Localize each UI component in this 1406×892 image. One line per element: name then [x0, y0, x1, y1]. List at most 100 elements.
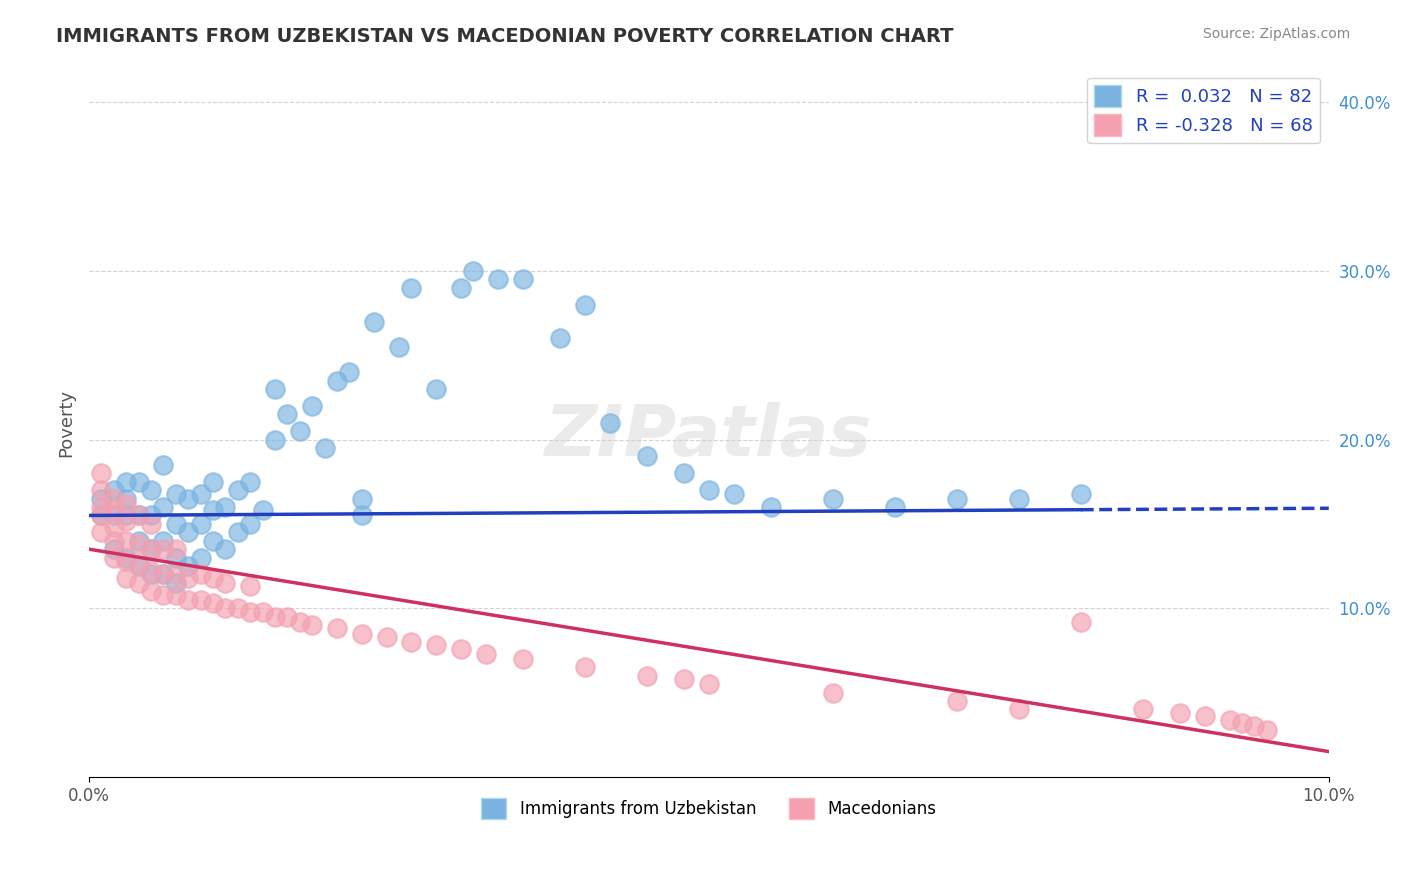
Point	[190, 516, 212, 531]
Point	[264, 609, 287, 624]
Point	[512, 272, 534, 286]
Point	[165, 550, 187, 565]
Point	[475, 647, 498, 661]
Point	[1070, 615, 1092, 629]
Point	[115, 550, 138, 565]
Point	[276, 609, 298, 624]
Point	[115, 533, 138, 548]
Point	[214, 500, 236, 514]
Point	[301, 399, 323, 413]
Point	[1132, 702, 1154, 716]
Point	[288, 615, 311, 629]
Point	[202, 503, 225, 517]
Point	[139, 542, 162, 557]
Point	[1168, 706, 1191, 720]
Point	[90, 525, 112, 540]
Point	[450, 641, 472, 656]
Point	[139, 567, 162, 582]
Point	[463, 264, 485, 278]
Point	[673, 467, 696, 481]
Point	[239, 579, 262, 593]
Point	[115, 497, 138, 511]
Point	[264, 382, 287, 396]
Point	[115, 514, 138, 528]
Point	[512, 652, 534, 666]
Point	[128, 575, 150, 590]
Point	[214, 575, 236, 590]
Y-axis label: Poverty: Poverty	[58, 389, 75, 457]
Point	[673, 672, 696, 686]
Point	[821, 491, 844, 506]
Point	[177, 491, 200, 506]
Point	[636, 450, 658, 464]
Point	[177, 559, 200, 574]
Point	[190, 486, 212, 500]
Point	[165, 542, 187, 557]
Point	[239, 516, 262, 531]
Point	[139, 508, 162, 523]
Point	[226, 525, 249, 540]
Point	[326, 374, 349, 388]
Point	[350, 626, 373, 640]
Point	[1256, 723, 1278, 737]
Point	[1219, 713, 1241, 727]
Text: Source: ZipAtlas.com: Source: ZipAtlas.com	[1202, 27, 1350, 41]
Point	[190, 567, 212, 582]
Point	[697, 483, 720, 498]
Point	[139, 516, 162, 531]
Point	[152, 458, 174, 472]
Point	[548, 331, 571, 345]
Point	[821, 685, 844, 699]
Point	[450, 281, 472, 295]
Point	[128, 475, 150, 489]
Point	[375, 630, 398, 644]
Point	[388, 340, 411, 354]
Point	[90, 483, 112, 498]
Point	[165, 486, 187, 500]
Point	[90, 491, 112, 506]
Point	[139, 542, 162, 557]
Point	[103, 542, 125, 557]
Point	[1008, 702, 1031, 716]
Point	[314, 441, 336, 455]
Point	[574, 298, 596, 312]
Point	[301, 618, 323, 632]
Point	[139, 483, 162, 498]
Point	[288, 424, 311, 438]
Point	[574, 660, 596, 674]
Point	[883, 500, 905, 514]
Point	[103, 533, 125, 548]
Point	[115, 475, 138, 489]
Point	[90, 508, 112, 523]
Point	[339, 365, 361, 379]
Legend: Immigrants from Uzbekistan, Macedonians: Immigrants from Uzbekistan, Macedonians	[474, 791, 943, 825]
Point	[425, 382, 447, 396]
Point	[139, 564, 162, 578]
Point	[165, 567, 187, 582]
Point	[103, 508, 125, 523]
Point	[128, 537, 150, 551]
Point	[165, 588, 187, 602]
Point	[401, 281, 423, 295]
Point	[252, 605, 274, 619]
Point	[103, 491, 125, 506]
Point	[759, 500, 782, 514]
Point	[128, 508, 150, 523]
Point	[425, 638, 447, 652]
Point	[177, 571, 200, 585]
Point	[115, 554, 138, 568]
Point	[177, 592, 200, 607]
Point	[264, 433, 287, 447]
Point	[152, 533, 174, 548]
Point	[350, 491, 373, 506]
Point	[128, 508, 150, 523]
Point	[202, 475, 225, 489]
Point	[946, 491, 969, 506]
Point	[252, 503, 274, 517]
Point	[401, 635, 423, 649]
Point	[177, 525, 200, 540]
Point	[165, 575, 187, 590]
Point	[636, 668, 658, 682]
Point	[152, 567, 174, 582]
Point	[1008, 491, 1031, 506]
